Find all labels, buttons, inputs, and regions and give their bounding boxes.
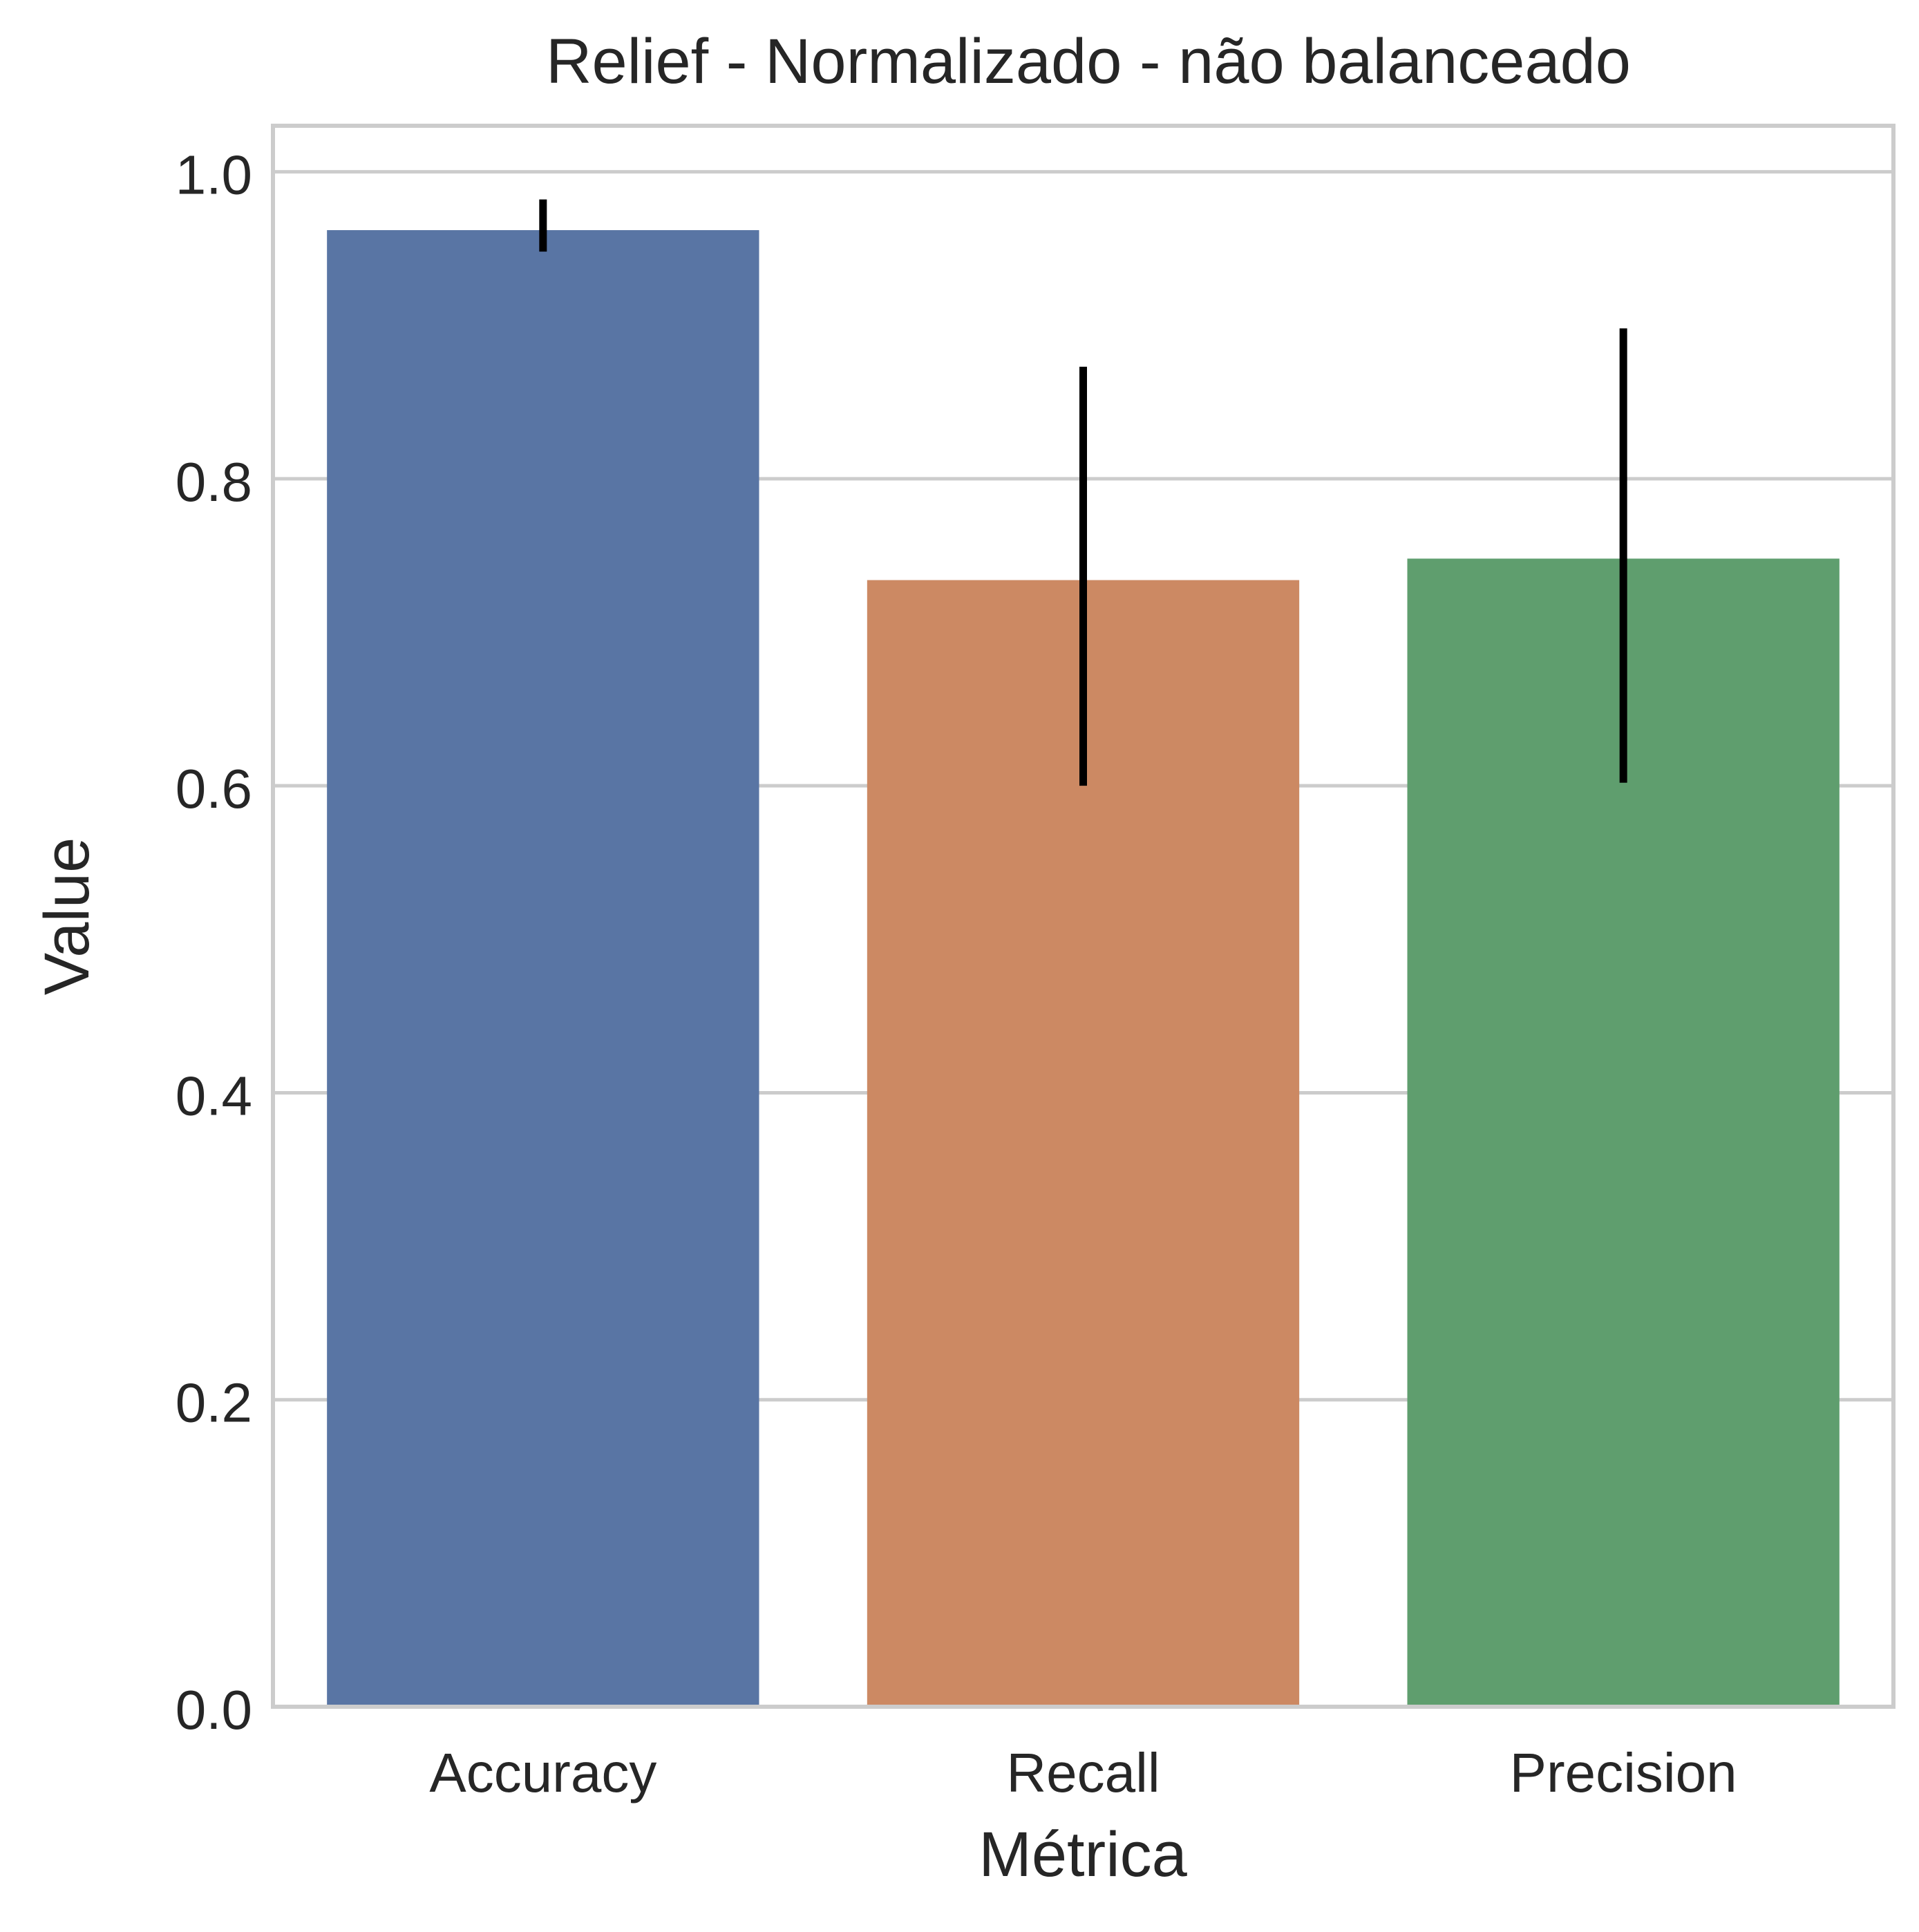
y-tick-label: 0.0 (176, 1679, 252, 1741)
bar-accuracy (327, 230, 759, 1707)
x-axis-label: Métrica (979, 1819, 1187, 1890)
x-tick-label: Precision (1510, 1742, 1737, 1803)
y-tick-label: 1.0 (176, 144, 252, 206)
y-axis-label: Value (32, 837, 102, 995)
x-tick-label: Recall (1006, 1742, 1160, 1803)
y-tick-label: 0.6 (176, 758, 252, 820)
x-tick-labels: Accuracy Recall Precision (429, 1742, 1737, 1803)
y-tick-labels: 0.0 0.2 0.4 0.6 0.8 1.0 (176, 144, 252, 1741)
error-bars (539, 199, 1627, 786)
y-tick-label: 0.4 (176, 1065, 252, 1126)
y-tick-label: 0.8 (176, 451, 252, 513)
chart-title: Relief - Normalizado - não balanceado (546, 26, 1631, 97)
x-tick-label: Accuracy (429, 1742, 656, 1803)
bars (327, 230, 1840, 1707)
y-tick-label: 0.2 (176, 1372, 252, 1434)
plot-frame (271, 124, 1896, 1709)
